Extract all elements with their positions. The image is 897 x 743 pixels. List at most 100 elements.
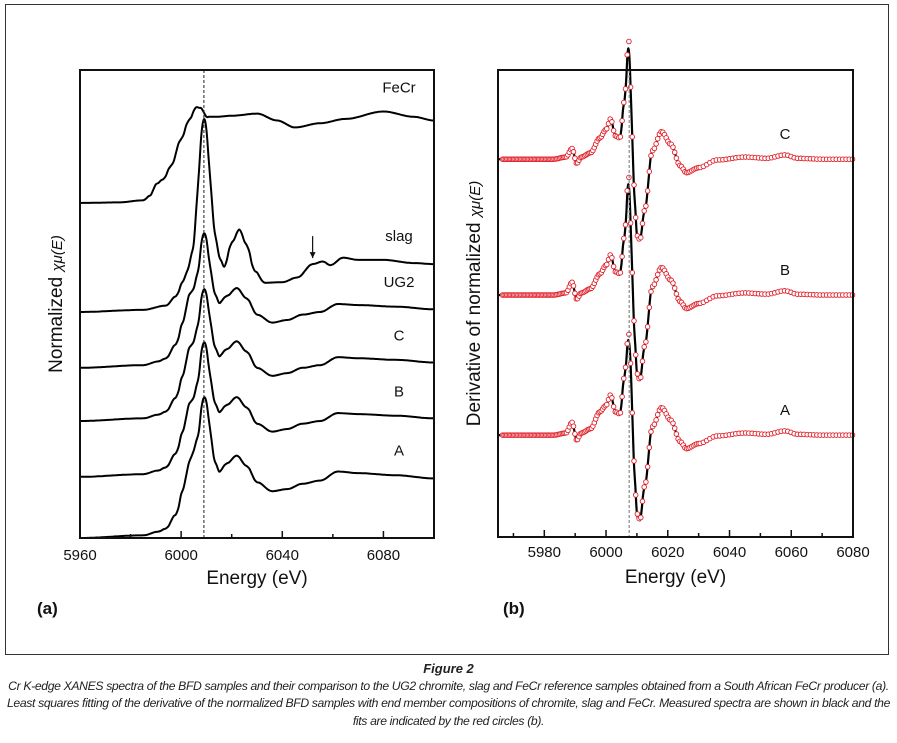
fit-point: [651, 281, 658, 287]
fit-point: [654, 271, 661, 278]
fit-point: [617, 410, 624, 416]
fit-point: [624, 52, 630, 58]
fit-point: [646, 444, 653, 451]
fit-point: [670, 280, 676, 286]
series-label-B: B: [780, 262, 790, 279]
series-line-A: [80, 396, 434, 539]
fit-markers-B: [499, 174, 856, 382]
fit-point: [643, 339, 649, 345]
fit-point: [617, 134, 624, 140]
fit-point: [670, 420, 676, 426]
panel-a-y-axis-prefix: Normalized: [46, 272, 67, 373]
fit-point: [570, 283, 577, 289]
fit-point: [609, 395, 615, 401]
fit-point: [572, 290, 578, 297]
fit-point: [653, 277, 659, 283]
fit-point: [572, 431, 578, 437]
fit-point: [644, 323, 651, 330]
series-label-UG2: UG2: [384, 274, 415, 291]
fit-point: [631, 318, 637, 324]
series-label-B: B: [394, 383, 404, 400]
panel-b-x-tick-labels: 5980 6000 6020 6040 6060 6080: [528, 544, 870, 561]
arrow-head-icon: [309, 252, 316, 259]
fit-point: [648, 152, 654, 159]
fit-point: [621, 99, 627, 106]
fit-point: [671, 285, 678, 291]
panel-b-x-ticks: [512, 530, 854, 537]
panel-a: 5960 6000 6040 6080 FeCr slag UG2 C B A Energy (…: [37, 69, 435, 618]
x-tick-label: 6080: [836, 544, 869, 561]
fit-point: [653, 417, 659, 423]
fit-point: [629, 410, 636, 416]
fit-point: [643, 479, 649, 485]
fit-point: [648, 288, 654, 295]
panel-b-y-axis-prefix: Derivative of normalized: [464, 217, 485, 426]
fit-point: [671, 425, 678, 431]
fit-point: [619, 253, 625, 260]
figure-title: Figure 2: [423, 661, 474, 676]
x-tick-label: 6040: [266, 547, 299, 564]
x-tick-label: 6080: [367, 547, 400, 564]
fit-point: [671, 149, 678, 156]
x-tick-label: 6000: [589, 544, 622, 561]
fit-point: [651, 421, 658, 428]
fit-point: [654, 411, 661, 418]
fit-point: [632, 492, 639, 498]
panel-b-series-labels: C B A: [780, 126, 791, 419]
panel-a-x-ticks: [79, 531, 385, 538]
panel-a-x-tick-labels: 5960 6000 6040 6080: [63, 547, 400, 564]
fit-point: [570, 149, 577, 155]
x-tick-label: 6020: [651, 544, 684, 561]
series-label-A: A: [394, 443, 404, 460]
fit-point: [619, 117, 625, 124]
fit-point: [629, 134, 636, 140]
fit-point: [654, 135, 661, 142]
panel-b-plot-frame: [497, 69, 854, 538]
panel-b-x-axis-title: Energy (eV): [625, 567, 726, 588]
series-line-slag: [79, 118, 434, 313]
fit-point: [673, 155, 680, 161]
fit-point: [570, 423, 577, 429]
x-tick-label: 6000: [164, 547, 197, 564]
x-tick-label: 5980: [528, 544, 561, 561]
fit-point: [646, 304, 653, 311]
fit-point: [648, 428, 654, 435]
series-label-C: C: [394, 327, 405, 344]
fit-point: [622, 364, 629, 371]
panel-b-y-axis-symbol: χμ(E): [467, 181, 484, 219]
fit-point: [632, 214, 639, 221]
fit-point: [634, 511, 641, 517]
series-label-FeCr: FeCr: [382, 79, 415, 96]
panel-a-y-axis-symbol: χμ(E): [49, 235, 66, 273]
fit-point: [634, 371, 641, 377]
fit-point: [673, 291, 680, 297]
fit-point: [639, 220, 646, 227]
fit-point: [629, 269, 636, 276]
panel-a-series-labels: FeCr slag UG2 C B A: [382, 79, 415, 459]
fit-point: [609, 254, 615, 261]
series-line-UG2: [80, 232, 434, 369]
fit-point: [644, 464, 651, 470]
fit-point: [638, 234, 644, 241]
series-line-C: [498, 47, 853, 242]
fit-point: [610, 127, 617, 134]
fit-point: [622, 222, 629, 228]
series-line-FeCr: [79, 106, 435, 204]
fit-point: [604, 125, 610, 132]
panel-b: 5980 6000 6020 6040 6060 6080 C B A Energy (eV)…: [464, 38, 870, 618]
figure-frame: [5, 4, 889, 655]
fit-point: [651, 145, 658, 152]
figure-canvas: 5960 6000 6040 6080 FeCr slag UG2 C B A Energy (…: [37, 38, 870, 618]
series-label-A: A: [780, 402, 790, 419]
fit-point: [617, 269, 624, 276]
fit-point: [610, 263, 617, 270]
fit-point: [604, 261, 610, 268]
slag-arrow-annotation: [309, 236, 316, 259]
panel-a-curves: [79, 106, 435, 539]
panel-a-y-axis-title: Normalized χμ(E): [46, 235, 67, 373]
panel-b-y-axis-title: Derivative of normalized χμ(E): [464, 181, 485, 427]
fit-point: [609, 119, 615, 125]
x-tick-label: 6060: [775, 544, 808, 561]
fit-point: [638, 374, 644, 381]
fit-point: [631, 458, 637, 464]
